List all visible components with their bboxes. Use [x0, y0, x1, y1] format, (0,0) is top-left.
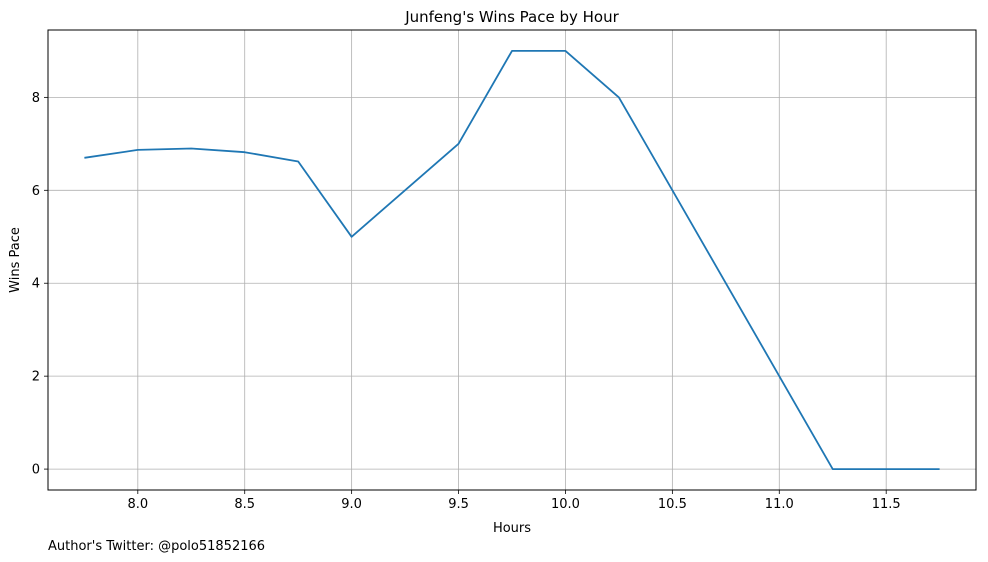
x-tick-label: 8.0: [127, 497, 148, 512]
series-line: [84, 50, 940, 471]
y-tick-label: 0: [32, 463, 40, 478]
grid: [48, 30, 976, 490]
x-tick-label: 10.0: [551, 497, 580, 512]
x-tick-label: 11.0: [765, 497, 794, 512]
x-axis-label: Hours: [493, 521, 531, 536]
y-tick-label: 4: [32, 277, 40, 292]
author-credit: Author's Twitter: @polo51852166: [48, 539, 265, 554]
x-tick-label: 9.5: [448, 497, 469, 512]
chart-title: Junfeng's Wins Pace by Hour: [404, 8, 619, 26]
y-tick-label: 6: [32, 184, 40, 199]
y-tick-label: 2: [32, 370, 40, 385]
x-tick-label: 10.5: [658, 497, 687, 512]
y-tick-label: 8: [32, 91, 40, 106]
axis-ticks: 8.0 8.5 9.0 9.5 10.0 10.5 11.0 11.5 0 2 4 6 8: [32, 91, 901, 512]
x-tick-label: 8.5: [234, 497, 255, 512]
y-axis-label: Wins Pace: [8, 227, 23, 293]
plot-frame: [47, 29, 977, 491]
x-tick-label: 11.5: [872, 497, 901, 512]
series-layer: [84, 50, 940, 471]
x-tick-label: 9.0: [341, 497, 362, 512]
